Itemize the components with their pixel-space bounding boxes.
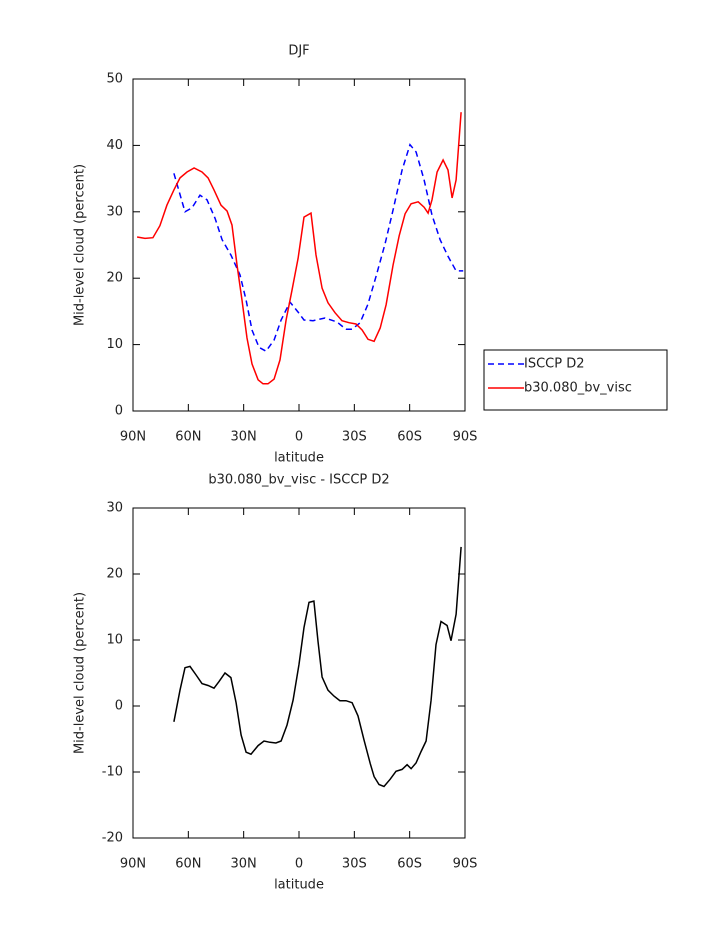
y-tick-label: 20 (106, 271, 123, 286)
y-axis-label: Mid-level cloud (percent) (73, 592, 88, 754)
x-tick-label: 30N (231, 430, 257, 445)
plot-frame (132, 507, 466, 839)
x-tick-label: 30S (342, 430, 367, 445)
x-tick-label: 90N (120, 430, 146, 445)
chart-title: b30.080_bv_visc - ISCCP D2 (208, 473, 389, 488)
legend-label: b30.080_bv_visc (524, 381, 632, 396)
y-tick-label: 50 (106, 72, 123, 87)
data-line (173, 546, 462, 788)
plot-frame (132, 78, 466, 412)
x-tick-label: 60S (397, 430, 422, 445)
y-tick-label: 20 (106, 567, 123, 582)
data-line (136, 112, 462, 385)
x-tick-label: 90S (453, 857, 478, 872)
y-axis-label: Mid-level cloud (percent) (73, 164, 88, 326)
chart-title: DJF (288, 44, 309, 59)
x-tick-label: 90S (453, 430, 478, 445)
x-axis-label: latitude (274, 451, 324, 466)
y-tick-label: 30 (106, 204, 123, 219)
x-tick-label: 90N (120, 857, 146, 872)
x-tick-label: 60N (175, 857, 201, 872)
x-tick-label: 60N (175, 430, 201, 445)
y-tick-label: 30 (106, 501, 123, 516)
data-line (173, 143, 464, 353)
y-tick-label: -20 (102, 831, 123, 846)
legend-label: ISCCP D2 (524, 357, 585, 372)
x-tick-label: 0 (295, 857, 303, 872)
y-tick-label: 0 (115, 699, 123, 714)
y-tick-label: 0 (115, 404, 123, 419)
x-tick-label: 30N (231, 857, 257, 872)
x-tick-label: 60S (397, 857, 422, 872)
x-axis-label: latitude (274, 878, 324, 893)
x-tick-label: 0 (295, 430, 303, 445)
y-tick-label: -10 (102, 765, 123, 780)
y-tick-label: 10 (106, 633, 123, 648)
x-tick-label: 30S (342, 857, 367, 872)
legend-box (483, 349, 668, 411)
y-tick-label: 40 (106, 138, 123, 153)
y-tick-label: 10 (106, 337, 123, 352)
